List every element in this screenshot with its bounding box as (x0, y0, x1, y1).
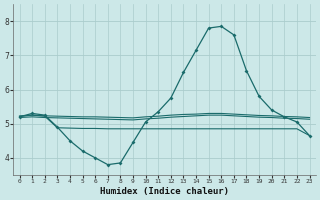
X-axis label: Humidex (Indice chaleur): Humidex (Indice chaleur) (100, 187, 229, 196)
